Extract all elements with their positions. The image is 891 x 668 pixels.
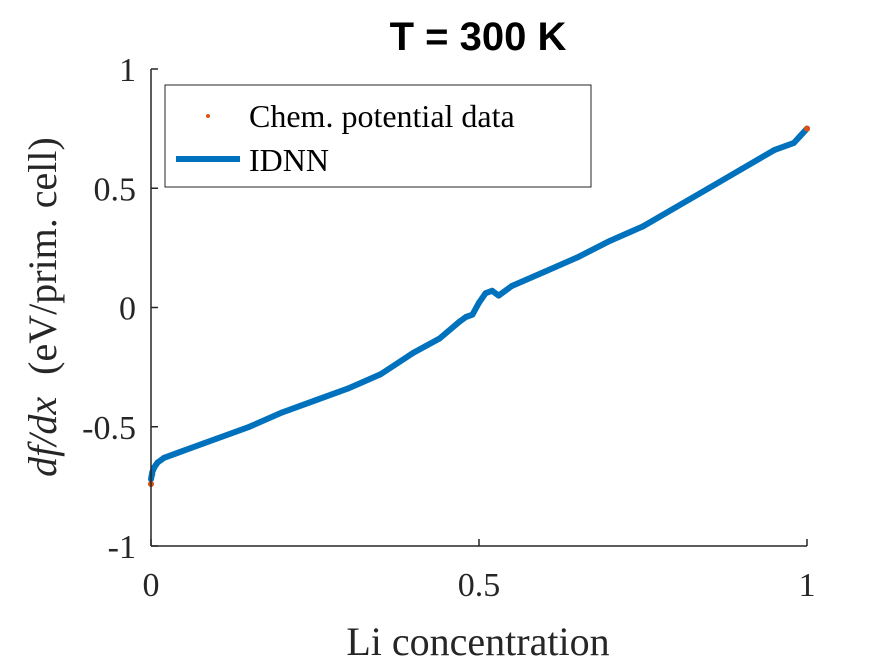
data-point-end (804, 125, 810, 132)
x-tick-label: 0.5 (458, 567, 501, 604)
x-ticks: 0 0.5 1 (143, 539, 816, 604)
y-tick-label: -1 (108, 529, 136, 566)
x-tick-label: 1 (799, 567, 816, 604)
legend-marker-data (206, 114, 210, 118)
legend-label-idnn: IDNN (249, 142, 329, 178)
legend-label-data: Chem. potential data (249, 98, 515, 134)
legend: Chem. potential data IDNN (164, 84, 592, 188)
x-tick-label: 0 (143, 567, 160, 604)
y-tick-label: 0.5 (94, 171, 137, 208)
series-layer (148, 125, 810, 487)
y-axis-label-units: (eV/prim. cell) (20, 137, 65, 375)
y-axis-label-math: df/dx (20, 397, 65, 477)
legend-box (164, 84, 592, 188)
plot-area (148, 125, 810, 487)
y-axis-label: df/dx (eV/prim. cell) (20, 137, 65, 477)
y-tick-label: 1 (119, 52, 136, 89)
series-line-idnn (148, 125, 810, 483)
y-ticks: -1 -0.5 0 0.5 1 (82, 52, 158, 566)
y-tick-label: 0 (119, 291, 136, 328)
x-axis-label: Li concentration (346, 619, 609, 664)
y-tick-label: -0.5 (82, 410, 136, 447)
chart-title: T = 300 K (390, 15, 567, 59)
axes: 0 0.5 1 -1-0.500.51 (82, 52, 815, 604)
